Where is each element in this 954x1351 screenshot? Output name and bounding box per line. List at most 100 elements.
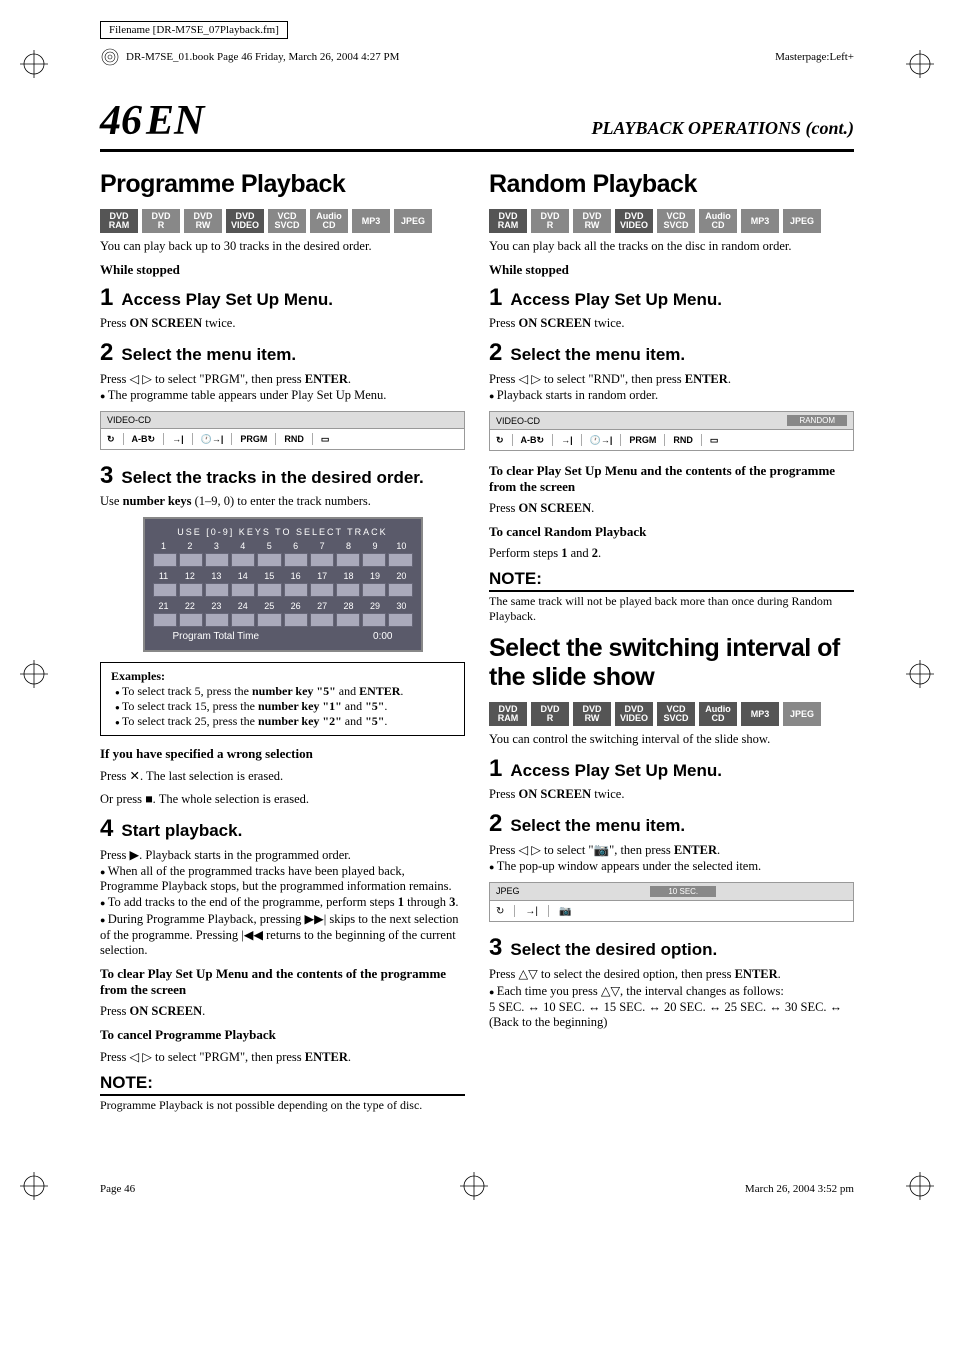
clear-title-left: To clear Play Set Up Menu and the conten… [100,966,465,998]
note-head-right: NOTE: [489,569,854,592]
repeat-icon: ↻ [107,434,115,445]
section-title: PLAYBACK OPERATIONS (cont.) [591,118,854,139]
format-badge: VCDSVCD [657,702,695,726]
masterpage-label: Masterpage:Left+ [775,51,854,63]
skip-icon: →| [525,906,538,917]
slideshow-desc: You can control the switching interval o… [489,732,854,747]
format-badge: MP3 [741,209,779,233]
note-body-left: Programme Playback is not possible depen… [100,1098,465,1113]
clear-body-right: Press ON SCREEN. [489,501,854,516]
left-step4-body: Press ▶. Playback starts in the programm… [100,847,465,958]
page-number: 46 EN [100,97,204,145]
osd-bar-left: VIDEO-CD ↻ A-B↻ →| 🕐→| PRGM RND ▭ [100,411,465,450]
format-badge: MP3 [352,209,390,233]
repeat-icon: ↻ [496,906,504,917]
list-icon: ▭ [710,435,719,446]
format-badge: AudioCD [699,209,737,233]
left-column: Programme Playback DVDRAMDVDRDVDRWDVDVID… [100,164,465,1123]
cancel-body-left: Press ◁ ▷ to select "PRGM", then press E… [100,1049,465,1065]
ab-repeat-icon: A-B↻ [132,434,156,445]
random-tag: RANDOM [787,415,847,426]
programme-desc: You can play back up to 30 tracks in the… [100,239,465,254]
format-badges-right1: DVDRAMDVDRDVDRWDVDVIDEOVCDSVCDAudioCDMP3… [489,209,854,233]
format-badge: MP3 [741,702,779,726]
format-badge: DVDRW [573,702,611,726]
spiral-icon [100,47,120,67]
note-body-right: The same track will not be played back m… [489,594,854,624]
rnd-label: RND [284,434,304,444]
format-badge: AudioCD [310,209,348,233]
format-badge: DVDRW [184,209,222,233]
wrong-selection-title: If you have specified a wrong selection [100,746,465,762]
format-badge: JPEG [783,209,821,233]
time-search-icon: 🕐→| [590,435,613,446]
heading-random-playback: Random Playback [489,170,854,199]
format-badge: DVDRAM [489,702,527,726]
format-badge: DVDRAM [489,209,527,233]
interval-tag: 10 SEC. [650,886,716,897]
osd-bar-right: VIDEO-CD RANDOM ↻ A-B↻ →| 🕐→| PRGM RND ▭ [489,411,854,451]
heading-slide-show: Select the switching interval of the sli… [489,634,854,692]
right-step3b-body: Press △▽ to select the desired option, t… [489,966,854,1030]
left-step1-body: Press ON SCREEN twice. [100,316,465,331]
rnd-label: RND [673,435,693,445]
track-select-panel: USE [0-9] KEYS TO SELECT TRACK 123456789… [143,517,423,652]
format-badge: DVDR [531,702,569,726]
wrong-selection-l2: Or press ■. The whole selection is erase… [100,792,465,807]
list-icon: ▭ [321,434,330,445]
format-badge: VCDSVCD [657,209,695,233]
skip-icon: →| [561,435,573,445]
right-step2b: 2 Select the menu item. [489,810,854,838]
time-search-icon: 🕐→| [201,434,224,445]
right-step2-body: Press ◁ ▷ to select "RND", then press EN… [489,371,854,403]
cancel-body-right: Perform steps 1 and 2. [489,546,854,561]
format-badge: AudioCD [699,702,737,726]
footer-page: Page 46 [100,1183,135,1195]
footer-date: March 26, 2004 3:52 pm [745,1183,854,1195]
note-head-left: NOTE: [100,1073,465,1096]
right-step2b-body: Press ◁ ▷ to select "📷", then press ENTE… [489,842,854,874]
clear-body-left: Press ON SCREEN. [100,1004,465,1019]
format-badge: DVDVIDEO [615,209,653,233]
while-stopped-right: While stopped [489,262,854,278]
right-step2: 2 Select the menu item. [489,339,854,367]
left-step2-body: Press ◁ ▷ to select "PRGM", then press E… [100,371,465,403]
left-step2: 2 Select the menu item. [100,339,465,367]
examples-box: Examples: To select track 5, press the n… [100,662,465,736]
random-desc: You can play back all the tracks on the … [489,239,854,254]
wrong-selection-l1: Press ✕. The last selection is erased. [100,768,465,784]
format-badge: DVDR [142,209,180,233]
right-step1b-body: Press ON SCREEN twice. [489,787,854,802]
right-step1-body: Press ON SCREEN twice. [489,316,854,331]
heading-programme-playback: Programme Playback [100,170,465,199]
format-badge: JPEG [783,702,821,726]
format-badge: JPEG [394,209,432,233]
left-step3-body: Use number keys (1–9, 0) to enter the tr… [100,494,465,509]
format-badges-right2: DVDRAMDVDRDVDRWDVDVIDEOVCDSVCDAudioCDMP3… [489,702,854,726]
format-badge: DVDRAM [100,209,138,233]
slideshow-icon: 📷 [559,906,571,917]
format-badge: VCDSVCD [268,209,306,233]
right-step3b: 3 Select the desired option. [489,934,854,962]
left-step3: 3 Select the tracks in the desired order… [100,462,465,490]
format-badge: DVDVIDEO [226,209,264,233]
right-step1b: 1 Access Play Set Up Menu. [489,755,854,783]
ab-repeat-icon: A-B↻ [521,435,545,446]
skip-icon: →| [172,434,184,444]
left-step4: 4 Start playback. [100,815,465,843]
book-info: DR-M7SE_01.book Page 46 Friday, March 26… [126,51,399,63]
osd-small-jpeg: JPEG 10 SEC. ↻ →| 📷 [489,882,854,922]
format-badge: DVDR [531,209,569,233]
clear-title-right: To clear Play Set Up Menu and the conten… [489,463,854,495]
repeat-icon: ↻ [496,435,504,446]
prgm-label: PRGM [240,434,267,444]
filename-box: Filename [DR-M7SE_07Playback.fm] [100,21,288,39]
format-badge: DVDRW [573,209,611,233]
cancel-title-right: To cancel Random Playback [489,524,854,540]
format-badges-left: DVDRAMDVDRDVDRWDVDVIDEOVCDSVCDAudioCDMP3… [100,209,465,233]
format-badge: DVDVIDEO [615,702,653,726]
while-stopped-left: While stopped [100,262,465,278]
prgm-label: PRGM [629,435,656,445]
cancel-title-left: To cancel Programme Playback [100,1027,465,1043]
right-step1: 1 Access Play Set Up Menu. [489,284,854,312]
